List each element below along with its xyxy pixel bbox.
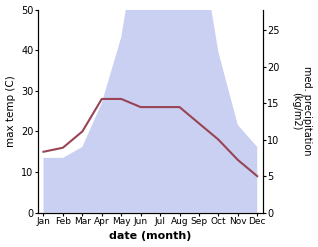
X-axis label: date (month): date (month)	[109, 231, 191, 242]
Y-axis label: med. precipitation
(kg/m2): med. precipitation (kg/m2)	[291, 66, 313, 156]
Y-axis label: max temp (C): max temp (C)	[5, 75, 16, 147]
